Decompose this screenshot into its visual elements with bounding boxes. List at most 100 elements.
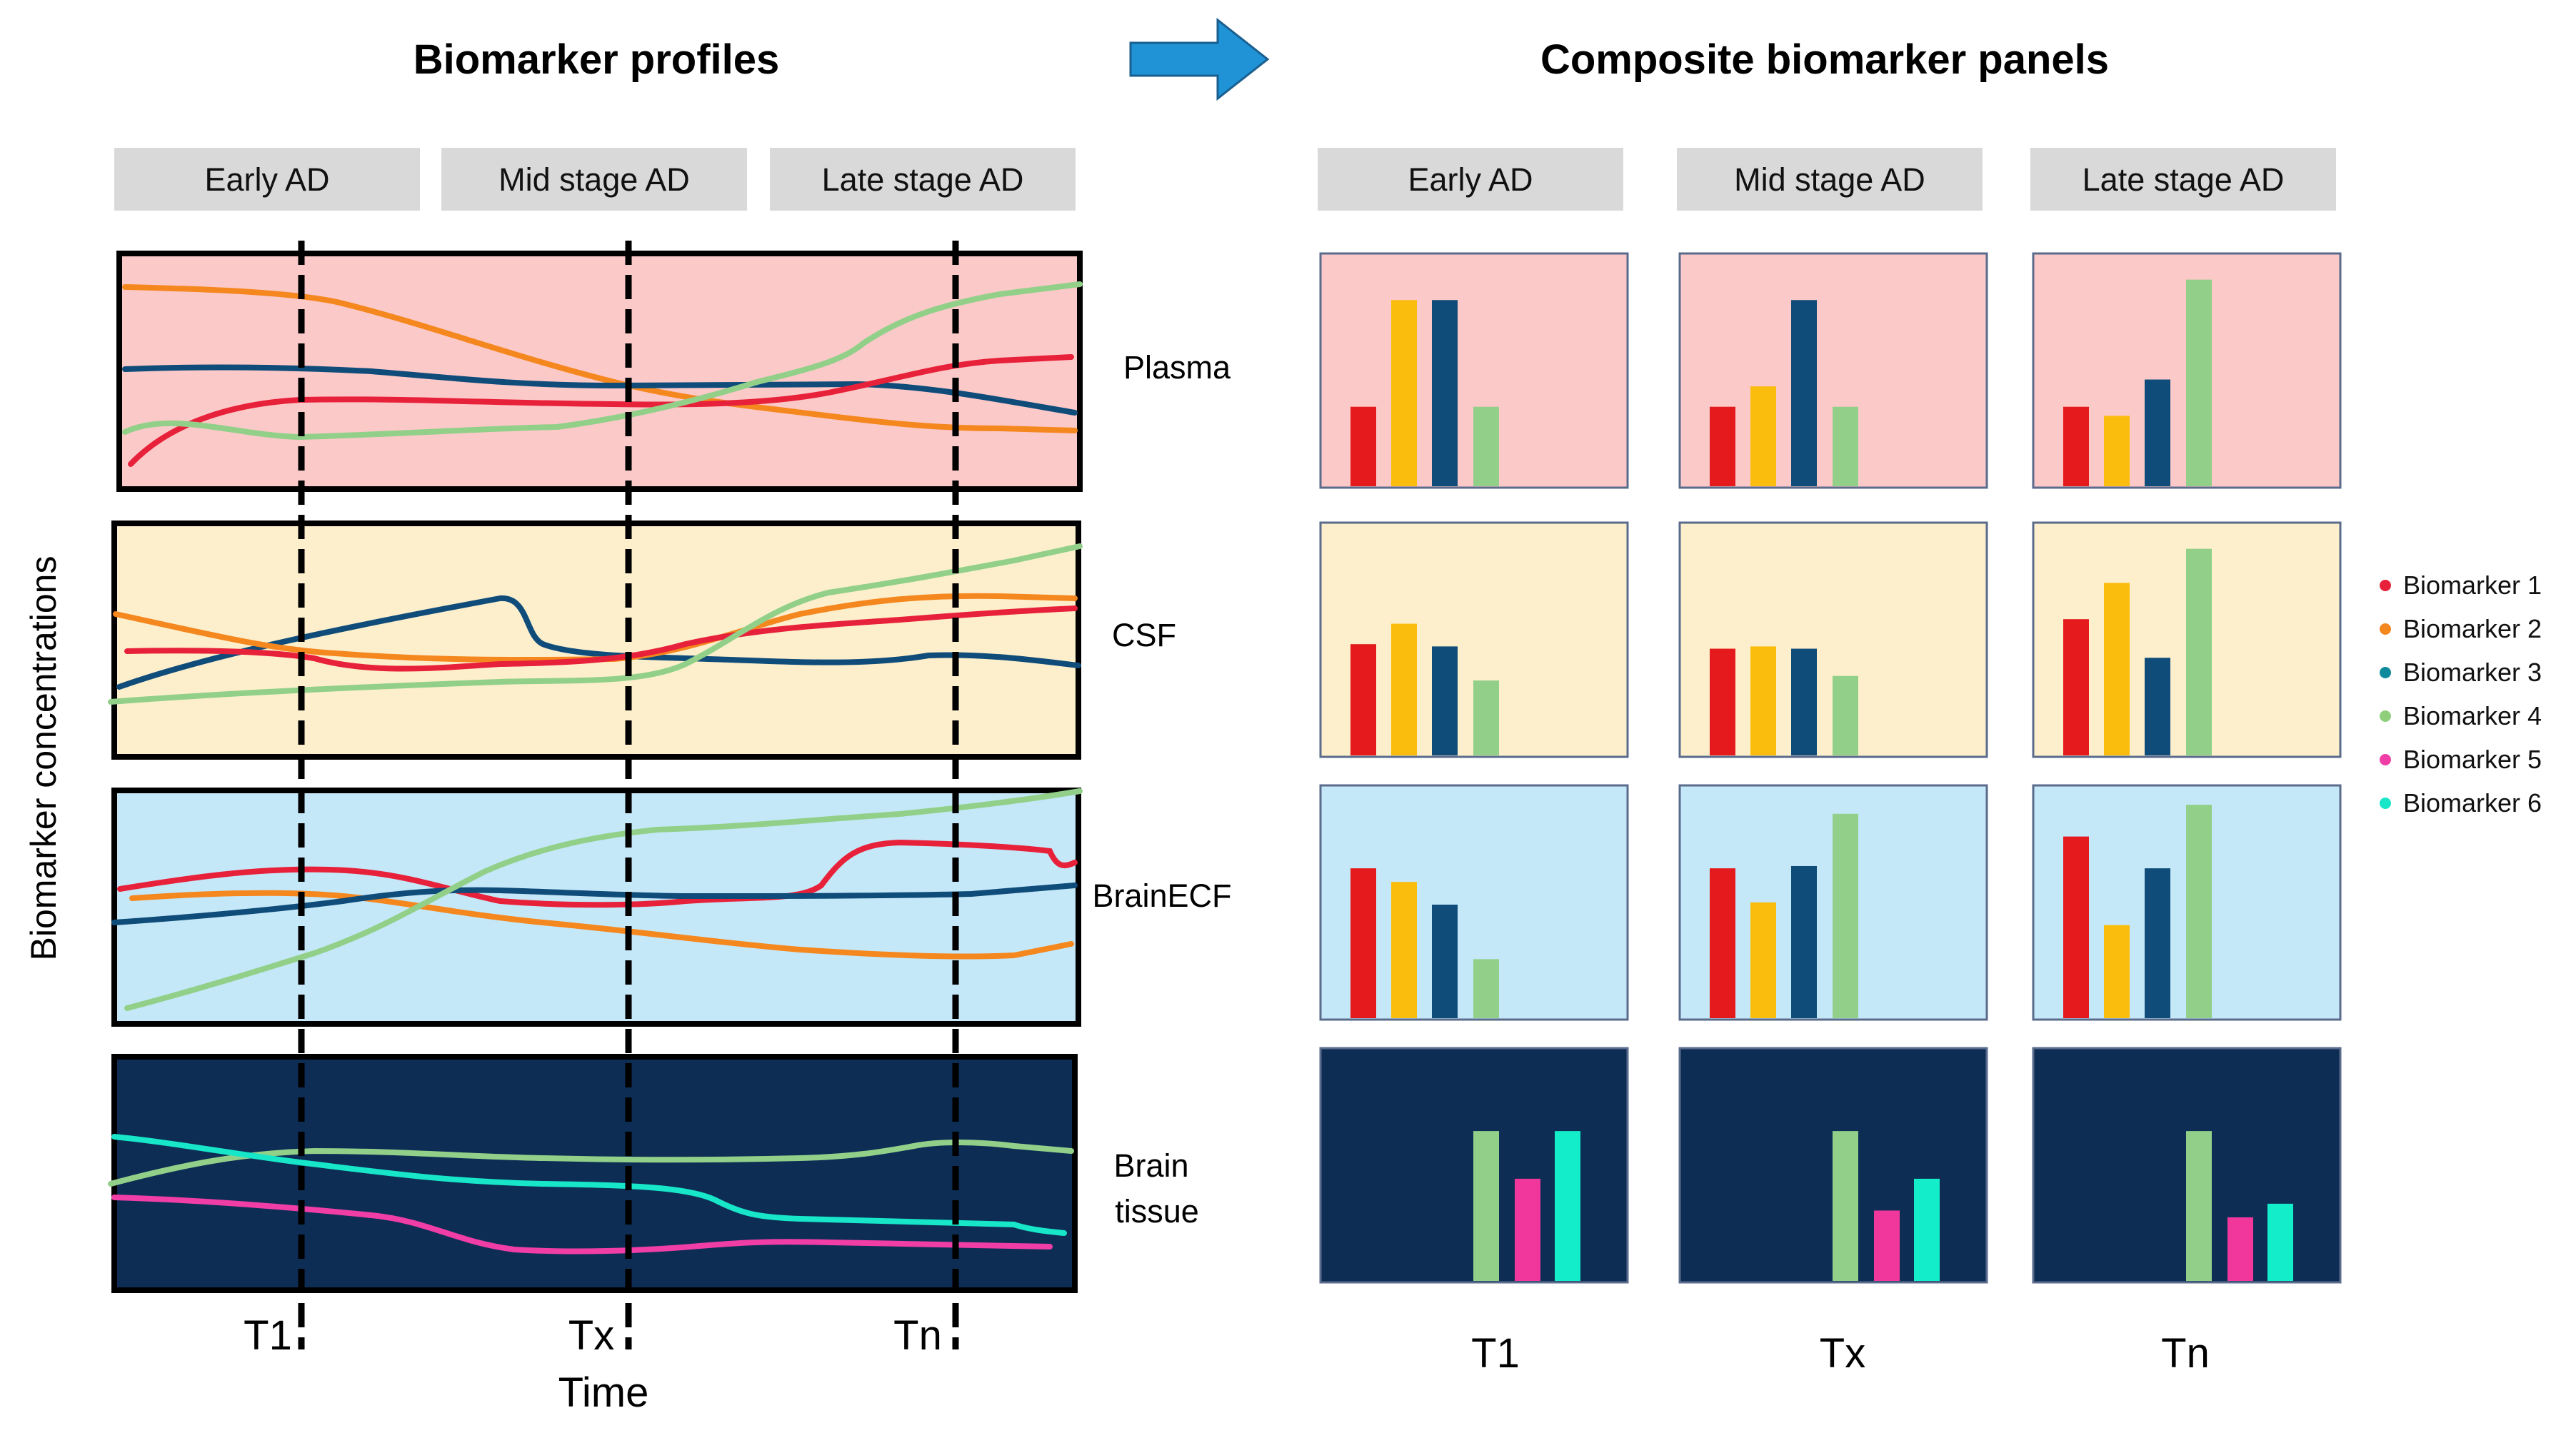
label-csf: CSF <box>1112 617 1176 653</box>
profile-brainecf <box>111 788 1083 1027</box>
bar-plasma-1-b4 <box>1833 406 1858 486</box>
bar-csf-1-b4 <box>1833 675 1858 755</box>
right-stage-early: Early AD <box>1408 161 1533 198</box>
bar-csf-2-b2 <box>2104 583 2130 755</box>
arrow-right-icon <box>1129 17 1270 101</box>
bar-braintissue-1-b4 <box>1833 1131 1858 1281</box>
bar-csf-2-b3 <box>2145 658 2170 755</box>
bar-brainecf-0-b4 <box>1473 959 1499 1018</box>
label-brainecf: BrainECF <box>1092 878 1231 914</box>
left-stage-early: Early AD <box>204 161 329 198</box>
panel-brainecf-0 <box>1319 784 1629 1021</box>
legend-label-4: Biomarker 4 <box>2403 701 2542 730</box>
legend-dot-3 <box>2380 667 2391 678</box>
profile-braintissue <box>108 1054 1078 1293</box>
bar-plasma-2-b3 <box>2145 379 2170 486</box>
bar-brainecf-2-b3 <box>2145 868 2170 1018</box>
right-stage-late: Late stage AD <box>2083 161 2285 198</box>
bar-csf-2-b4 <box>2186 548 2212 755</box>
panel-brainecf-2 <box>2032 784 2342 1021</box>
legend-label-5: Biomarker 5 <box>2403 745 2542 774</box>
panel-plasma-1 <box>1678 252 1988 489</box>
panel-csf-2 <box>2032 521 2342 758</box>
bar-brainecf-0-b2 <box>1391 882 1417 1018</box>
bar-csf-0-b4 <box>1473 680 1499 755</box>
bar-braintissue-1-b6 <box>1914 1178 1940 1281</box>
bar-csf-0-b2 <box>1391 623 1417 755</box>
bar-plasma-0-b4 <box>1473 406 1499 486</box>
bar-braintissue-1-b5 <box>1874 1210 1900 1281</box>
label-brain-tissue-line1: Brain <box>1113 1147 1188 1184</box>
brainecf-curve-biomarker-1 <box>117 839 1078 908</box>
bar-csf-2-b1 <box>2063 619 2089 755</box>
y-axis-label: Biomarker concentrations <box>24 556 64 961</box>
x-axis-label: Time <box>558 1369 649 1416</box>
brainecf-curve-biomarker-3 <box>111 883 1078 925</box>
left-stage-late: Late stage AD <box>822 161 1024 198</box>
legend-dot-1 <box>2380 580 2391 591</box>
bar-braintissue-2-b5 <box>2227 1217 2253 1281</box>
bar-brainecf-2-b4 <box>2186 805 2212 1018</box>
left-title: Biomarker profiles <box>414 36 780 83</box>
profile-plasma <box>116 251 1083 492</box>
bar-csf-1-b2 <box>1750 646 1776 755</box>
panel-braintissue-2 <box>2032 1047 2342 1284</box>
x-tick-tx: Tx <box>568 1312 614 1359</box>
bar-brainecf-1-b1 <box>1710 868 1735 1018</box>
plasma-curve-biomarker-4 <box>122 281 1083 441</box>
legend-dot-5 <box>2380 754 2391 765</box>
bar-plasma-0-b1 <box>1350 406 1376 486</box>
bar-braintissue-0-b6 <box>1555 1131 1580 1281</box>
panel-grid <box>1319 252 2342 1284</box>
panel-braintissue-1 <box>1678 1047 1988 1284</box>
plasma-curve-biomarker-2 <box>122 284 1078 433</box>
bar-brainecf-1-b4 <box>1833 813 1858 1018</box>
legend-label-1: Biomarker 1 <box>2403 570 2542 600</box>
braintissue-curve-biomarker-4 <box>108 1140 1074 1187</box>
panel-col-label-t1: T1 <box>1471 1330 1520 1377</box>
legend: Biomarker 1 Biomarker 2 Biomarker 3 Biomark… <box>2380 570 2542 818</box>
legend-dot-4 <box>2380 710 2391 722</box>
bar-plasma-2-b2 <box>2104 416 2130 486</box>
bar-brainecf-1-b3 <box>1791 865 1817 1018</box>
bar-plasma-0-b3 <box>1432 300 1458 486</box>
csf-curve-biomarker-1 <box>124 605 1078 672</box>
panel-plasma-0 <box>1319 252 1629 489</box>
left-stage-mid: Mid stage AD <box>498 161 690 198</box>
bar-plasma-2-b4 <box>2186 279 2212 486</box>
bar-csf-0-b3 <box>1432 646 1458 755</box>
brainecf-curve-biomarker-4 <box>124 788 1083 1011</box>
x-tick-t1: T1 <box>244 1312 292 1359</box>
csf-curve-biomarker-3 <box>116 595 1081 690</box>
profile-csf <box>108 521 1083 760</box>
time-dashed-lines <box>298 241 959 1349</box>
bar-brainecf-0-b1 <box>1350 868 1376 1018</box>
brainecf-curve-biomarker-2 <box>129 890 1074 960</box>
bar-brainecf-2-b2 <box>2104 925 2130 1018</box>
bar-brainecf-1-b2 <box>1750 902 1776 1018</box>
x-tick-tn: Tn <box>893 1312 942 1359</box>
legend-label-6: Biomarker 6 <box>2403 788 2542 818</box>
legend-label-2: Biomarker 2 <box>2403 614 2542 643</box>
right-stage-headers: Early AD Mid stage AD Late stage AD <box>1318 148 2336 211</box>
bar-brainecf-0-b3 <box>1432 905 1458 1018</box>
bar-plasma-1-b3 <box>1791 300 1817 486</box>
plasma-curve-biomarker-1 <box>128 354 1074 467</box>
braintissue-curve-biomarker-5 <box>111 1195 1053 1255</box>
panel-col-label-tn: Tn <box>2161 1330 2210 1377</box>
bar-plasma-1-b2 <box>1750 386 1776 486</box>
bar-brainecf-2-b1 <box>2063 836 2089 1018</box>
legend-label-3: Biomarker 3 <box>2403 658 2542 687</box>
bar-csf-0-b1 <box>1350 644 1376 755</box>
braintissue-curve-biomarker-6 <box>111 1134 1067 1236</box>
bar-braintissue-2-b6 <box>2267 1203 2293 1281</box>
panel-col-label-tx: Tx <box>1820 1330 1865 1377</box>
panel-plasma-2 <box>2032 252 2342 489</box>
bar-plasma-0-b2 <box>1391 300 1417 486</box>
bar-csf-1-b3 <box>1791 648 1817 755</box>
legend-dot-2 <box>2380 623 2391 635</box>
right-title: Composite biomarker panels <box>1540 36 2109 83</box>
legend-dot-6 <box>2380 798 2391 809</box>
label-plasma: Plasma <box>1123 349 1231 386</box>
bar-braintissue-2-b4 <box>2186 1131 2212 1281</box>
